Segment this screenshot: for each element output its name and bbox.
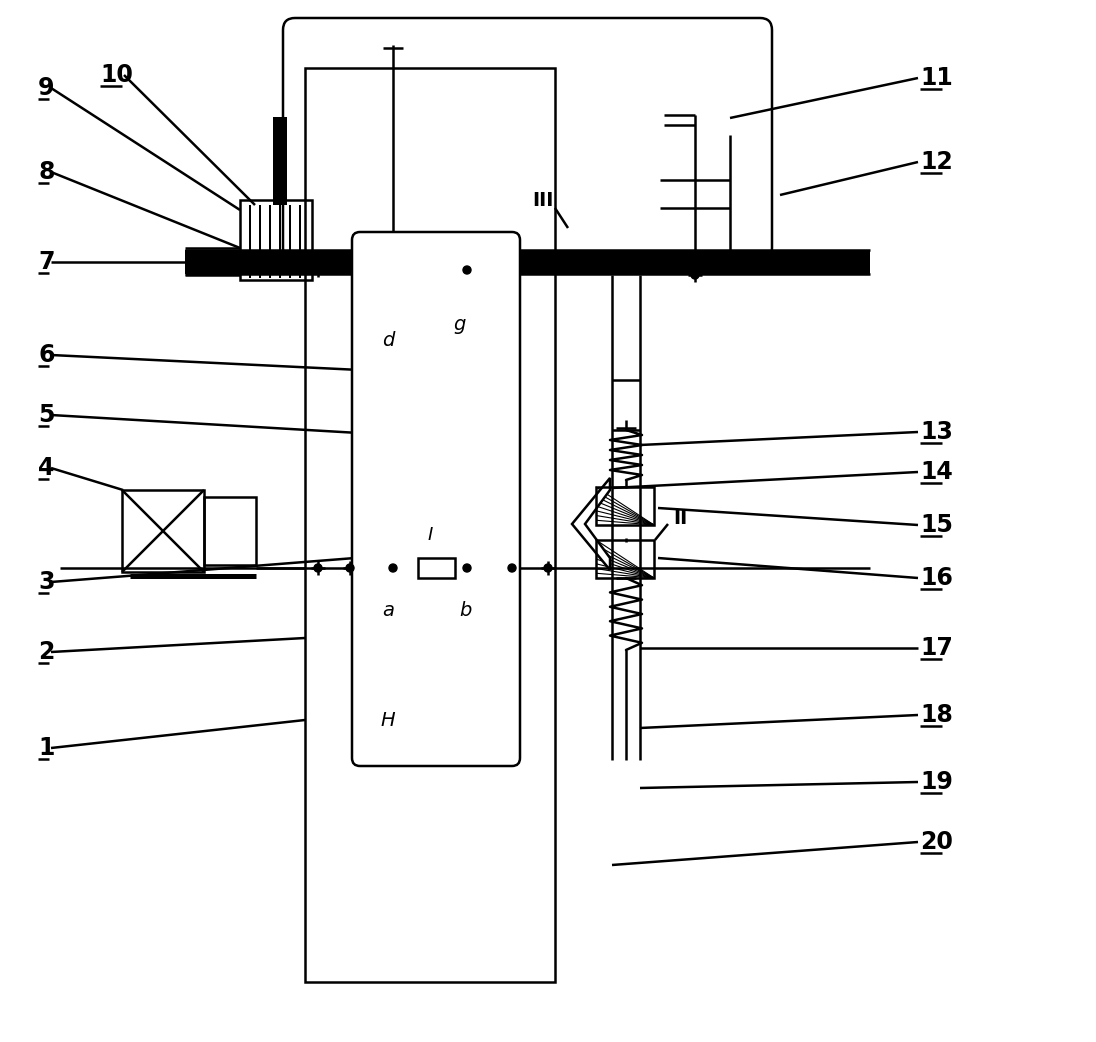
Text: 12: 12 xyxy=(920,150,952,174)
Text: I: I xyxy=(427,526,433,544)
Bar xyxy=(596,540,654,578)
Text: 6: 6 xyxy=(38,343,55,367)
Circle shape xyxy=(544,564,552,572)
Bar xyxy=(418,559,455,578)
Text: 17: 17 xyxy=(920,636,952,660)
Circle shape xyxy=(509,564,516,572)
Circle shape xyxy=(346,564,354,572)
Text: H: H xyxy=(380,711,396,729)
Text: d: d xyxy=(381,330,395,349)
Text: 5: 5 xyxy=(38,403,55,427)
Text: 3: 3 xyxy=(38,570,55,594)
Text: b: b xyxy=(459,600,471,620)
Text: a: a xyxy=(383,600,393,620)
Text: 11: 11 xyxy=(920,66,952,90)
Text: 20: 20 xyxy=(920,830,952,854)
Circle shape xyxy=(690,271,699,279)
FancyBboxPatch shape xyxy=(352,232,520,766)
Text: 14: 14 xyxy=(920,460,952,483)
Text: 15: 15 xyxy=(920,513,952,537)
Circle shape xyxy=(463,266,471,274)
Bar xyxy=(596,487,654,525)
Circle shape xyxy=(313,564,322,572)
Circle shape xyxy=(313,266,322,274)
Bar xyxy=(273,117,287,205)
Text: 7: 7 xyxy=(38,250,55,274)
Text: II: II xyxy=(673,508,687,527)
Circle shape xyxy=(389,564,397,572)
Circle shape xyxy=(690,266,699,274)
Text: 16: 16 xyxy=(920,566,952,590)
Text: 13: 13 xyxy=(920,420,952,444)
Text: 8: 8 xyxy=(38,160,55,184)
Bar xyxy=(185,250,870,274)
Text: g: g xyxy=(454,316,466,334)
Polygon shape xyxy=(572,478,610,570)
Bar xyxy=(204,497,256,565)
Bar xyxy=(240,200,312,280)
Text: 2: 2 xyxy=(38,640,55,664)
Circle shape xyxy=(463,564,471,572)
Bar xyxy=(122,490,204,572)
Text: 18: 18 xyxy=(920,703,952,727)
FancyBboxPatch shape xyxy=(283,18,772,260)
Text: 1: 1 xyxy=(38,736,55,760)
Text: 4: 4 xyxy=(38,456,55,480)
Bar xyxy=(305,68,555,982)
Text: 9: 9 xyxy=(38,76,55,100)
Text: 19: 19 xyxy=(920,770,952,794)
Text: 10: 10 xyxy=(100,63,133,86)
Text: III: III xyxy=(533,191,553,209)
